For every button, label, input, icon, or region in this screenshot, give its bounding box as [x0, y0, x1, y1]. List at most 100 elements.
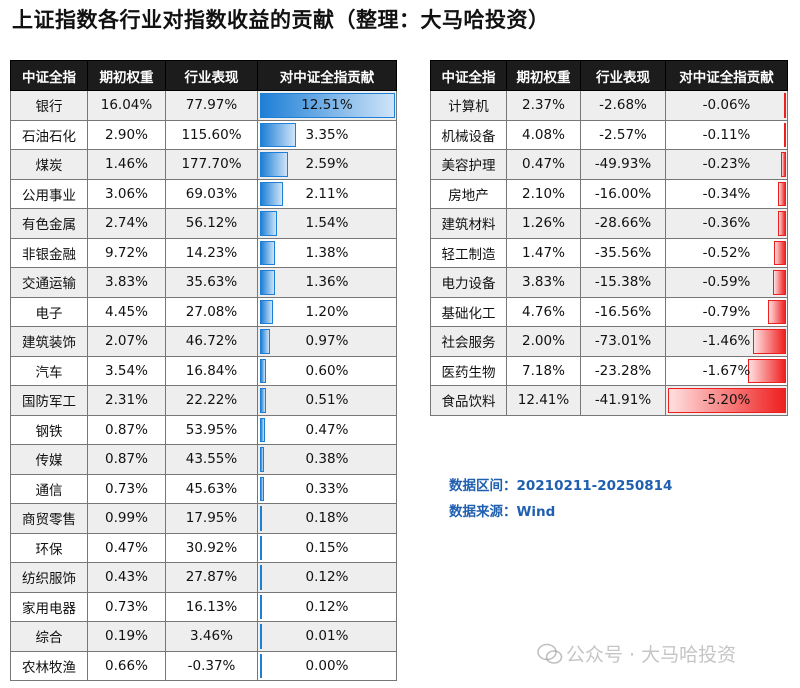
performance-cell: 53.95%: [165, 414, 258, 445]
industry-cell: 医药生物: [430, 355, 507, 386]
positive-contribution-table: 中证全指 期初权重 行业表现 对中证全指贡献 银行 16.04% 77.97% 12.…: [10, 60, 397, 681]
weight-cell: 3.54%: [87, 355, 166, 386]
contribution-cell: 0.00%: [257, 650, 397, 681]
contribution-cell: 2.59%: [257, 149, 397, 180]
weight-cell: 0.43%: [87, 562, 166, 593]
column-header: 行业表现: [165, 60, 258, 91]
table-row: 基础化工 4.76% -16.56% -0.79%: [430, 296, 788, 327]
industry-cell: 农林牧渔: [10, 650, 88, 681]
contribution-label: 0.15%: [305, 539, 349, 556]
weight-cell: 4.45%: [87, 296, 166, 327]
performance-cell: 3.46%: [165, 621, 258, 652]
table-row: 石油石化 2.90% 115.60% 3.35%: [10, 119, 397, 150]
performance-cell: 17.95%: [165, 503, 258, 534]
contribution-bar: [768, 299, 786, 324]
table-row: 银行 16.04% 77.97% 12.51%: [10, 90, 397, 121]
contribution-bar: [260, 329, 271, 354]
contribution-bar: [260, 211, 277, 236]
contribution-label: -0.59%: [702, 274, 751, 291]
contribution-cell: 1.20%: [257, 296, 397, 327]
performance-cell: -28.66%: [580, 208, 666, 239]
performance-cell: -16.00%: [580, 178, 666, 209]
weight-cell: 7.18%: [506, 355, 581, 386]
performance-cell: 69.03%: [165, 178, 258, 209]
contribution-bar: [260, 240, 275, 265]
industry-cell: 房地产: [430, 178, 507, 209]
contribution-label: 0.47%: [305, 421, 349, 438]
performance-cell: 22.22%: [165, 385, 258, 416]
column-header: 对中证全指贡献: [257, 60, 397, 91]
contribution-label: -1.46%: [702, 333, 751, 350]
table-row: 建筑材料 1.26% -28.66% -0.36%: [430, 208, 788, 239]
weight-cell: 4.76%: [506, 296, 581, 327]
contribution-label: 0.97%: [305, 333, 349, 350]
weight-cell: 3.83%: [87, 267, 166, 298]
weight-cell: 2.10%: [506, 178, 581, 209]
contribution-label: 1.54%: [305, 215, 349, 232]
weight-cell: 0.99%: [87, 503, 166, 534]
contribution-label: 1.36%: [305, 274, 349, 291]
data-source-note: 数据来源：Wind: [449, 504, 556, 520]
weight-cell: 1.47%: [506, 237, 581, 268]
contribution-bar: [260, 270, 275, 295]
contribution-bar: [260, 535, 262, 560]
contribution-bar: [748, 358, 786, 383]
performance-cell: 27.08%: [165, 296, 258, 327]
contribution-label: -0.34%: [702, 185, 751, 202]
weight-cell: 12.41%: [506, 385, 581, 416]
contribution-label: 0.33%: [305, 480, 349, 497]
table-row: 家用电器 0.73% 16.13% 0.12%: [10, 591, 397, 622]
column-header: 中证全指: [430, 60, 507, 91]
contribution-label: 1.38%: [305, 244, 349, 261]
contribution-label: -0.36%: [702, 215, 751, 232]
contribution-label: 0.12%: [305, 569, 349, 586]
contribution-cell: 1.38%: [257, 237, 397, 268]
contribution-cell: 3.35%: [257, 119, 397, 150]
performance-cell: -0.37%: [165, 650, 258, 681]
performance-cell: -23.28%: [580, 355, 666, 386]
contribution-label: -0.52%: [702, 244, 751, 261]
contribution-bar: [777, 211, 786, 236]
contribution-bar: [260, 299, 273, 324]
performance-cell: 46.72%: [165, 326, 258, 357]
contribution-bar: [752, 329, 786, 354]
table-row: 交通运输 3.83% 35.63% 1.36%: [10, 267, 397, 298]
contribution-cell: 2.11%: [257, 178, 397, 209]
weight-cell: 9.72%: [87, 237, 166, 268]
industry-cell: 非银金融: [10, 237, 88, 268]
weight-cell: 16.04%: [87, 90, 166, 121]
contribution-cell: 12.51%: [257, 90, 397, 121]
contribution-label: 0.18%: [305, 510, 349, 527]
contribution-bar: [260, 447, 265, 472]
contribution-cell: 0.12%: [257, 591, 397, 622]
performance-cell: 45.63%: [165, 473, 258, 504]
table-row: 国防军工 2.31% 22.22% 0.51%: [10, 385, 397, 416]
industry-cell: 轻工制造: [430, 237, 507, 268]
weight-cell: 2.74%: [87, 208, 166, 239]
contribution-bar: [260, 181, 283, 206]
industry-cell: 基础化工: [430, 296, 507, 327]
contribution-cell: -0.52%: [665, 237, 788, 268]
industry-cell: 环保: [10, 532, 88, 563]
contribution-cell: -0.06%: [665, 90, 788, 121]
industry-cell: 石油石化: [10, 119, 88, 150]
industry-cell: 商贸零售: [10, 503, 88, 534]
contribution-bar: [260, 388, 266, 413]
negative-contribution-table: 中证全指 期初权重 行业表现 对中证全指贡献 计算机 2.37% -2.68% -0.…: [430, 60, 788, 416]
contribution-label: -0.23%: [702, 156, 751, 173]
table-row: 非银金融 9.72% 14.23% 1.38%: [10, 237, 397, 268]
contribution-cell: 0.51%: [257, 385, 397, 416]
weight-cell: 2.37%: [506, 90, 581, 121]
performance-cell: 177.70%: [165, 149, 258, 180]
performance-cell: 14.23%: [165, 237, 258, 268]
contribution-bar: [774, 240, 786, 265]
performance-cell: -15.38%: [580, 267, 666, 298]
contribution-cell: 0.47%: [257, 414, 397, 445]
contribution-label: 0.00%: [305, 657, 349, 674]
contribution-bar: [772, 270, 786, 295]
table-row: 房地产 2.10% -16.00% -0.34%: [430, 178, 788, 209]
contribution-label: 0.38%: [305, 451, 349, 468]
contribution-cell: -1.67%: [665, 355, 788, 386]
contribution-label: -0.11%: [702, 126, 751, 143]
weight-cell: 0.73%: [87, 591, 166, 622]
